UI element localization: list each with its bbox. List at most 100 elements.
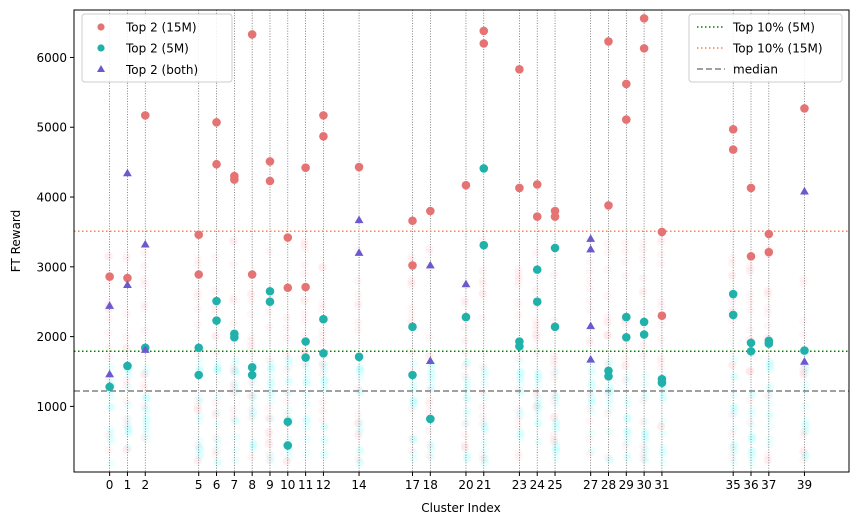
background-point-15m — [460, 430, 470, 440]
background-point-5m — [587, 368, 596, 378]
background-point-5m — [142, 395, 151, 404]
background-point-15m — [122, 444, 131, 454]
background-point-15m — [246, 452, 256, 461]
background-point-5m — [320, 377, 329, 386]
point-top2-5m — [408, 322, 417, 332]
background-point-15m — [211, 346, 220, 356]
legend-marker-top2-both — [97, 65, 105, 72]
background-point-15m — [140, 369, 149, 378]
background-point-5m — [587, 380, 596, 389]
background-point-5m — [124, 443, 133, 452]
background-point-5m — [355, 386, 365, 396]
background-point-5m — [355, 365, 365, 374]
background-point-15m — [318, 299, 327, 308]
background-point-5m — [747, 453, 757, 462]
background-point-5m — [516, 368, 525, 377]
background-point-5m — [213, 420, 222, 429]
background-point-5m — [516, 429, 525, 438]
background-point-5m — [462, 383, 472, 392]
background-point-5m — [284, 374, 293, 384]
point-top2-15m — [550, 212, 560, 221]
background-point-15m — [549, 396, 559, 406]
background-point-5m — [605, 398, 614, 407]
point-top2-15m — [515, 183, 524, 193]
background-point-15m — [122, 376, 131, 385]
background-point-5m — [462, 453, 472, 463]
point-top2-15m — [408, 216, 417, 226]
background-point-15m — [300, 240, 309, 249]
background-point-5m — [248, 378, 258, 388]
point-top2-15m — [764, 247, 774, 257]
background-point-15m — [585, 338, 594, 348]
background-point-5m — [355, 365, 365, 374]
background-point-5m — [516, 373, 525, 383]
background-point-15m — [532, 346, 541, 355]
background-point-15m — [246, 296, 256, 305]
background-point-15m — [478, 362, 487, 371]
background-point-15m — [407, 310, 416, 320]
background-point-15m — [211, 306, 220, 315]
background-point-15m — [656, 358, 666, 367]
background-point-15m — [353, 429, 363, 438]
background-point-5m — [729, 448, 739, 458]
background-point-15m — [264, 449, 274, 459]
background-point-15m — [727, 297, 737, 306]
background-point-5m — [409, 385, 418, 395]
background-point-5m — [551, 418, 561, 428]
background-point-5m — [124, 428, 133, 437]
background-point-15m — [532, 285, 541, 295]
background-point-5m — [195, 451, 204, 460]
background-point-15m — [282, 313, 291, 323]
background-point-5m — [658, 416, 668, 426]
background-point-5m — [801, 420, 810, 430]
background-point-15m — [264, 307, 274, 316]
background-point-15m — [514, 406, 523, 415]
point-top2-15m — [604, 201, 613, 210]
background-point-5m — [302, 449, 311, 459]
background-point-15m — [353, 325, 363, 335]
background-point-15m — [246, 332, 256, 342]
background-point-5m — [640, 444, 650, 454]
background-point-5m — [355, 447, 365, 456]
background-point-5m — [320, 451, 329, 460]
point-top2-15m — [532, 180, 542, 189]
background-point-15m — [264, 322, 274, 332]
x-tick-label: 18 — [423, 478, 438, 492]
background-point-15m — [211, 408, 220, 417]
point-top2-5m — [319, 314, 328, 324]
background-point-15m — [727, 272, 737, 281]
background-point-5m — [551, 437, 561, 446]
background-point-15m — [656, 296, 666, 306]
background-point-5m — [623, 414, 632, 423]
background-point-15m — [514, 310, 523, 320]
background-point-15m — [229, 293, 238, 303]
background-point-15m — [460, 443, 470, 452]
background-point-5m — [623, 377, 632, 387]
background-point-15m — [104, 251, 113, 261]
background-point-5m — [213, 392, 222, 402]
background-point-15m — [140, 262, 149, 271]
background-point-15m — [211, 398, 220, 407]
background-point-5m — [640, 429, 650, 438]
point-top2-5m — [230, 333, 239, 342]
background-point-15m — [140, 401, 149, 411]
background-point-5m — [266, 373, 276, 382]
background-point-5m — [658, 447, 668, 456]
point-top2-15m — [532, 212, 542, 221]
background-point-15m — [140, 304, 149, 313]
background-point-5m — [124, 383, 133, 392]
point-top2-both — [800, 186, 809, 195]
background-point-5m — [658, 450, 668, 459]
y-tick-label: 5000 — [36, 121, 67, 135]
background-point-5m — [747, 410, 757, 420]
point-top2-5m — [212, 296, 221, 306]
background-point-5m — [480, 379, 489, 388]
background-point-15m — [727, 410, 737, 420]
background-point-5m — [623, 454, 632, 463]
background-point-5m — [266, 414, 276, 423]
background-point-5m — [142, 369, 151, 378]
background-point-5m — [605, 356, 614, 366]
background-point-15m — [745, 261, 755, 271]
background-point-15m — [478, 455, 487, 464]
y-tick-label: 2000 — [36, 330, 67, 344]
